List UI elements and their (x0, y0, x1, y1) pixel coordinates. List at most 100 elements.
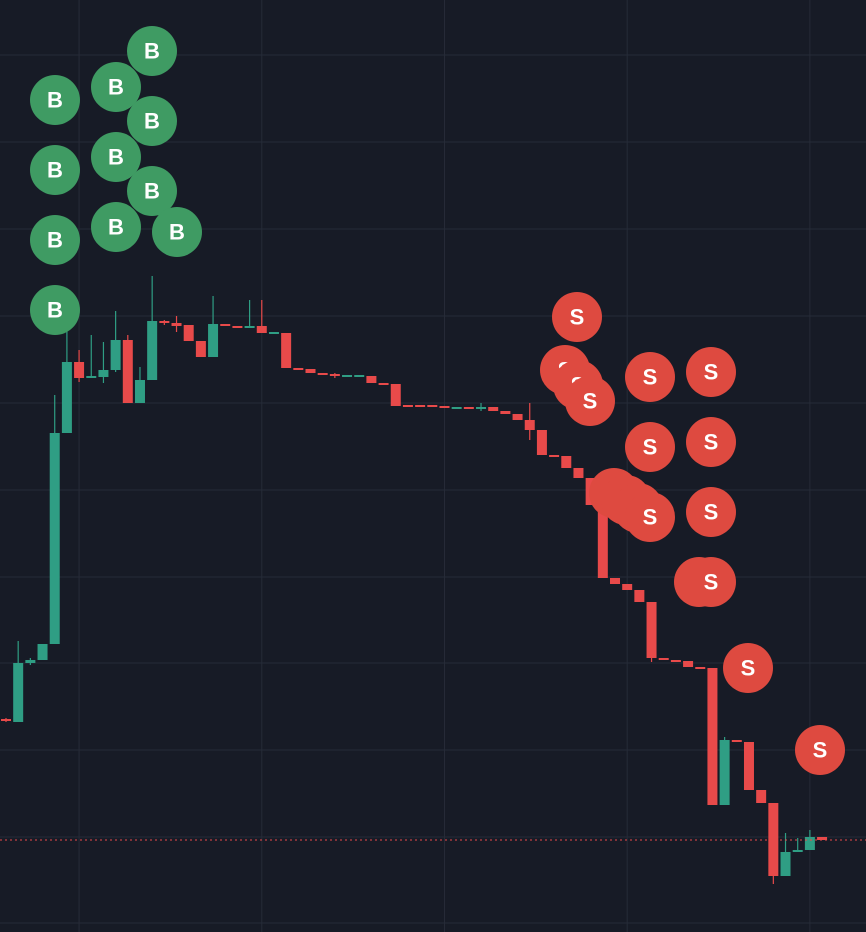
trade-marker-label: B (108, 215, 124, 240)
trade-marker-label: B (47, 88, 63, 113)
candle-body (171, 323, 182, 326)
candle-body (305, 369, 316, 373)
candle-body (329, 374, 340, 376)
candle-body (512, 414, 523, 420)
candle-body (49, 433, 60, 644)
candle-body (98, 370, 109, 377)
candle-body (719, 740, 730, 805)
candle-body (281, 333, 292, 368)
candle-body (792, 850, 803, 852)
trade-marker (91, 132, 141, 182)
trade-marker-label: B (47, 228, 63, 253)
trade-marker (686, 487, 736, 537)
candle-body (670, 660, 681, 662)
candle-body (37, 644, 48, 660)
candle-body (476, 407, 487, 409)
candle-body (439, 406, 450, 408)
trade-marker (91, 202, 141, 252)
trade-marker-label: S (643, 435, 658, 460)
trade-marker-label: B (47, 298, 63, 323)
candle-body (549, 455, 560, 457)
candle-body (208, 324, 219, 357)
trade-marker-label: B (47, 158, 63, 183)
candle-body (622, 584, 633, 590)
candle-body (220, 324, 231, 326)
candle-body (354, 375, 365, 377)
trade-marker (795, 725, 845, 775)
trade-marker-label: S (704, 360, 719, 385)
candle-body (683, 661, 694, 667)
candle-body (390, 384, 401, 406)
candle-body (536, 430, 547, 455)
candle-body (183, 325, 194, 341)
candle-body (731, 740, 742, 742)
candle-body (463, 407, 474, 409)
candle-body (86, 376, 97, 378)
trade-marker (91, 62, 141, 112)
candle-body (402, 405, 413, 407)
candle-body (293, 368, 304, 370)
candle-body (634, 590, 645, 602)
trade-marker (686, 557, 736, 607)
trade-marker-label: S (583, 389, 598, 414)
trade-marker (686, 417, 736, 467)
candle-body (244, 326, 255, 328)
trade-marker (127, 26, 177, 76)
trade-marker-label: B (144, 39, 160, 64)
trade-marker (552, 292, 602, 342)
candle-body (268, 332, 279, 334)
candle-body (13, 663, 24, 722)
trade-marker-label: S (704, 430, 719, 455)
candle-body (695, 667, 706, 669)
candle-body (488, 407, 499, 411)
trade-marker (565, 376, 615, 426)
trade-marker-label: S (704, 500, 719, 525)
trade-marker-label: S (643, 365, 658, 390)
candle-body (122, 340, 133, 403)
candle-body (342, 375, 353, 377)
trade-marker (30, 215, 80, 265)
trade-marker (723, 643, 773, 693)
trade-marker (30, 145, 80, 195)
candle-body (25, 660, 36, 663)
trade-marker-label: S (643, 505, 658, 530)
candle-body (646, 602, 657, 658)
candle-body (317, 373, 328, 375)
trade-marker-label: B (108, 145, 124, 170)
trade-marker-label: B (144, 109, 160, 134)
candle-body (366, 376, 377, 383)
trade-marker-label: S (704, 570, 719, 595)
candle-body (561, 456, 572, 468)
candle-body (768, 803, 779, 876)
trade-marker-label: S (813, 738, 828, 763)
trade-marker (127, 166, 177, 216)
trade-marker (127, 96, 177, 146)
candle-body (195, 341, 206, 357)
trade-marker-label: S (741, 656, 756, 681)
candle-body (573, 468, 584, 478)
trade-marker (30, 285, 80, 335)
trade-marker (625, 492, 675, 542)
candle-body (378, 383, 389, 385)
candle-body (232, 326, 243, 328)
trade-marker-label: B (108, 75, 124, 100)
trade-marker (625, 422, 675, 472)
trade-marker (686, 347, 736, 397)
candle-body (134, 380, 145, 403)
trade-marker-label: S (570, 305, 585, 330)
candle-body (817, 837, 828, 840)
trade-marker (30, 75, 80, 125)
candle-body (110, 340, 121, 370)
candle-body (427, 405, 438, 407)
candle-body (658, 658, 669, 660)
candle-body (451, 407, 462, 409)
candle-body (1, 719, 11, 721)
candle-body (597, 505, 608, 578)
trade-marker (152, 207, 202, 257)
candle-body (74, 362, 85, 378)
candle-body (500, 411, 511, 414)
candle-body (707, 668, 718, 805)
candle-body (524, 420, 535, 430)
candle-body (756, 790, 767, 803)
